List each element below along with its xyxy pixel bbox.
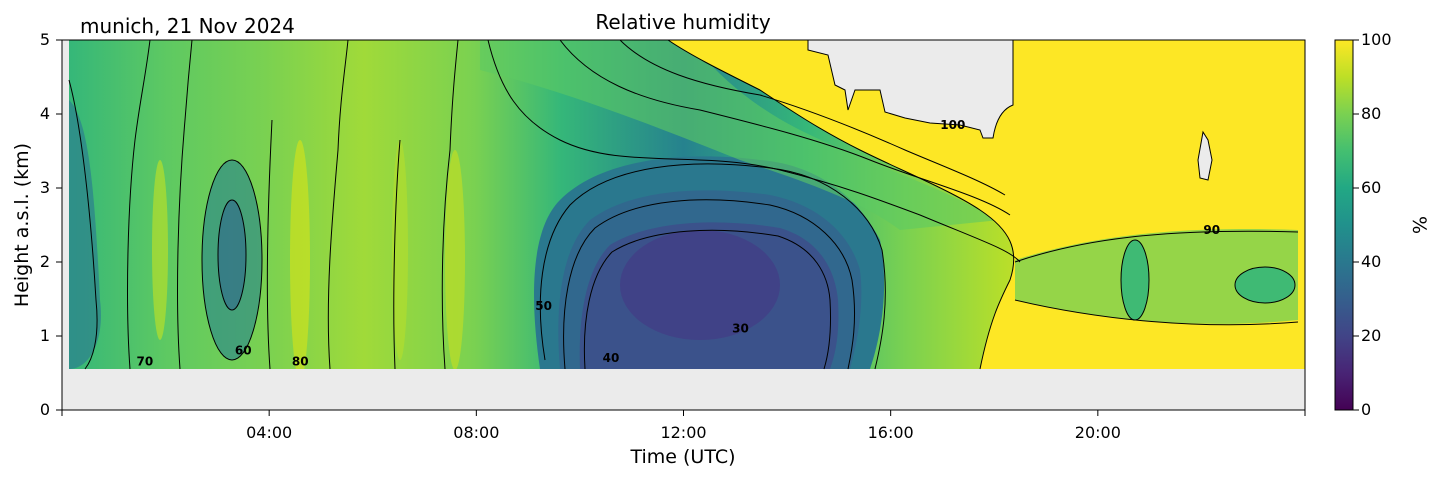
missing-data-top: [808, 40, 1013, 138]
moist-streak-7h: [445, 150, 465, 370]
plume-core-1: [1121, 240, 1149, 320]
colorbar-tick-label: 80: [1361, 104, 1381, 123]
dry-core-3h: [218, 200, 246, 310]
colorbar-tick-label: 20: [1361, 326, 1381, 345]
x-tick-label: 04:00: [246, 423, 292, 442]
dry-left-column: [69, 100, 101, 369]
colorbar-label: %: [1408, 216, 1429, 234]
colorbar: [1334, 39, 1354, 411]
contour-label: 60: [235, 344, 252, 358]
plume-core-2: [1235, 267, 1295, 303]
contour-label: 80: [292, 355, 309, 369]
y-tick-label: 3: [40, 178, 50, 197]
moist-band-upper: [480, 40, 1000, 230]
y-tick-label: 5: [40, 30, 50, 49]
y-axis: 0 1 2 3 4 5: [40, 30, 62, 419]
location-date-label: munich, 21 Nov 2024: [80, 14, 295, 38]
x-tick-label: 08:00: [453, 423, 499, 442]
colorbar-tick-label: 100: [1361, 30, 1392, 49]
moist-streak-1h: [152, 160, 168, 340]
x-axis: 04:00 08:00 12:00 16:00 20:00: [61, 410, 1306, 442]
colorbar-tick-label: 60: [1361, 178, 1381, 197]
contour-labels: 70 60 80 50 40 30 100 90: [137, 118, 1221, 369]
y-axis-label: Height a.s.l. (km): [11, 143, 33, 307]
y-tick-label: 0: [40, 400, 50, 419]
y-tick-label: 1: [40, 326, 50, 345]
x-tick-label: 20:00: [1075, 423, 1121, 442]
x-axis-label: Time (UTC): [629, 446, 735, 468]
colorbar-tick-label: 0: [1361, 400, 1371, 419]
dry-core: [620, 230, 780, 340]
missing-data-bottom: [62, 369, 1305, 410]
colorbar-tick-label: 40: [1361, 252, 1381, 271]
contour-label: 30: [732, 321, 749, 335]
chart-title: Relative humidity: [595, 10, 770, 34]
contour-lines: [68, 40, 1299, 370]
contour-label: 100: [940, 118, 965, 132]
colorbar-axis: 0 20 40 60 80 100: [1353, 30, 1392, 419]
contour-label: 50: [535, 299, 552, 313]
moist-plume: [1015, 229, 1298, 324]
x-tick-label: 16:00: [868, 423, 914, 442]
contour-label: 40: [603, 351, 620, 365]
contour-label: 70: [137, 355, 154, 369]
y-tick-label: 2: [40, 252, 50, 271]
humidity-field: [62, 40, 1305, 410]
y-tick-label: 4: [40, 104, 50, 123]
moist-streak-4h: [290, 140, 310, 380]
contour-label: 90: [1203, 223, 1220, 237]
x-tick-label: 12:00: [660, 423, 706, 442]
